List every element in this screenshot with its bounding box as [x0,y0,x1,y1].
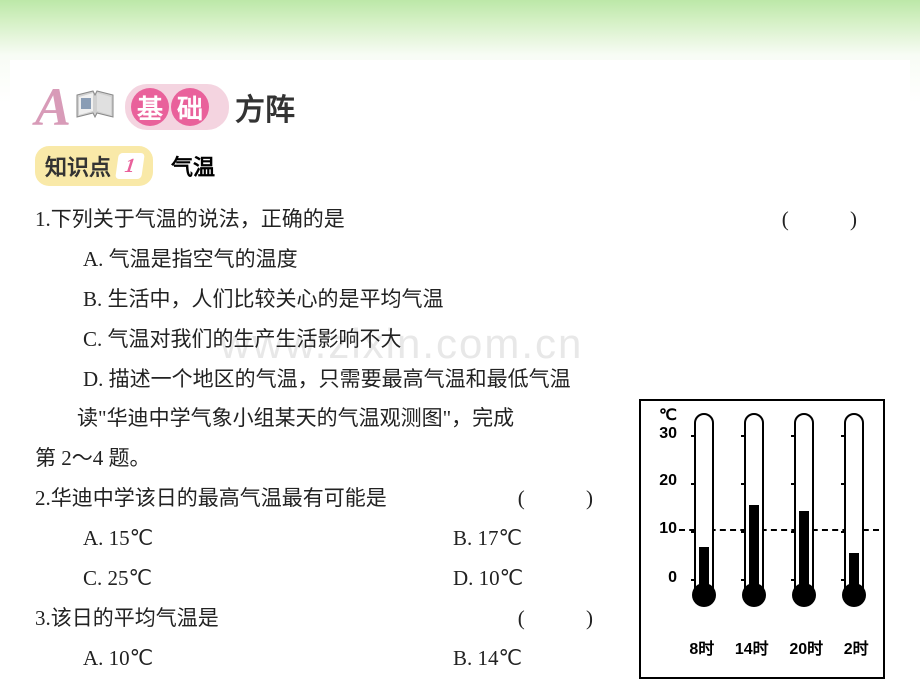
mercury-1 [699,547,709,589]
q1-opt-d: D. 描述一个地区的气温，只需要最高气温和最低气温 [35,360,885,400]
q1-text: 下列关于气温的说法，正确的是 [51,200,782,240]
time-labels: 8时 14时 20时 2时 [679,635,879,659]
time-3: 20时 [789,635,823,659]
thermo-4 [844,413,864,591]
thermometers [679,407,879,617]
section-title: 方阵 [235,85,295,129]
knowledge-point-header: 知识点 1 气温 [35,146,885,186]
mercury-3 [799,511,809,589]
thermometer-chart: ℃ 30 20 10 0 [639,399,885,678]
q1-paren: ( ) [782,200,885,240]
knowledge-number: 1 [115,153,145,179]
section-header: A 基 础 方阵 [35,80,885,134]
q2-opt-d: D. 10℃ [453,559,629,599]
knowledge-label: 知识点 [45,150,111,182]
q2-number: 2. [35,479,51,519]
q3-opt-a: A. 10℃ [83,639,453,679]
q3-opt-b: B. 14℃ [453,639,629,679]
time-2: 14时 [735,635,769,659]
q1-opt-c: C. 气温对我们的生产生活影响不大 [35,320,885,360]
scale-30: 30 [659,425,677,443]
intro-line1: 读"华迪中学气象小组某天的气温观测图"，完成 [77,406,514,430]
q2-opt-c: C. 25℃ [83,559,453,599]
section-pill: 基 础 [125,84,229,130]
time-4: 2时 [844,635,869,659]
pill-char-2: 础 [171,88,209,126]
mercury-4 [849,553,859,589]
q3-number: 3. [35,599,51,639]
scale-10: 10 [659,520,677,538]
q2-paren: ( ) [518,479,629,519]
knowledge-title: 气温 [171,150,215,182]
thermo-1 [694,413,714,591]
q2-opt-b: B. 17℃ [453,519,629,559]
lower-section: 读"华迪中学气象小组某天的气温观测图"，完成 第 2～4 题。 2. 华迪中学该… [35,399,885,678]
intro-line2: 第 2～4 题。 [35,439,629,479]
q2-text: 华迪中学该日的最高气温最有可能是 [51,479,387,519]
q2-opt-a: A. 15℃ [83,519,453,559]
left-column: 读"华迪中学气象小组某天的气温观测图"，完成 第 2～4 题。 2. 华迪中学该… [35,399,639,678]
page-content: www.zlxin.com.cn A 基 础 方阵 知识点 1 气温 1. 下列… [10,60,910,680]
thermo-2 [744,413,764,591]
q1-opt-b: B. 生活中，人们比较关心的是平均气温 [35,280,885,320]
question-2: 2. 华迪中学该日的最高气温最有可能是 ( ) A. 15℃ B. 17℃ C.… [35,479,629,599]
knowledge-tag: 知识点 1 [35,146,153,186]
time-1: 8时 [689,635,714,659]
question-3: 3. 该日的平均气温是 ( ) A. 10℃ B. 14℃ [35,599,629,679]
intro-text: 读"华迪中学气象小组某天的气温观测图"，完成 第 2～4 题。 [35,399,629,479]
logo-letter: A [35,80,71,134]
unit-label: ℃ [659,405,677,425]
q1-number: 1. [35,200,51,240]
question-1: 1. 下列关于气温的说法，正确的是 ( ) A. 气温是指空气的温度 B. 生活… [35,200,885,399]
scale-0: 0 [668,569,677,587]
book-icon [75,87,115,128]
q3-paren: ( ) [518,599,629,639]
thermo-3 [794,413,814,591]
pill-char-1: 基 [131,88,169,126]
q1-opt-a: A. 气温是指空气的温度 [35,240,885,280]
mercury-2 [749,505,759,589]
q3-text: 该日的平均气温是 [51,599,219,639]
scale-20: 20 [659,472,677,490]
y-axis: ℃ 30 20 10 0 [645,407,679,617]
